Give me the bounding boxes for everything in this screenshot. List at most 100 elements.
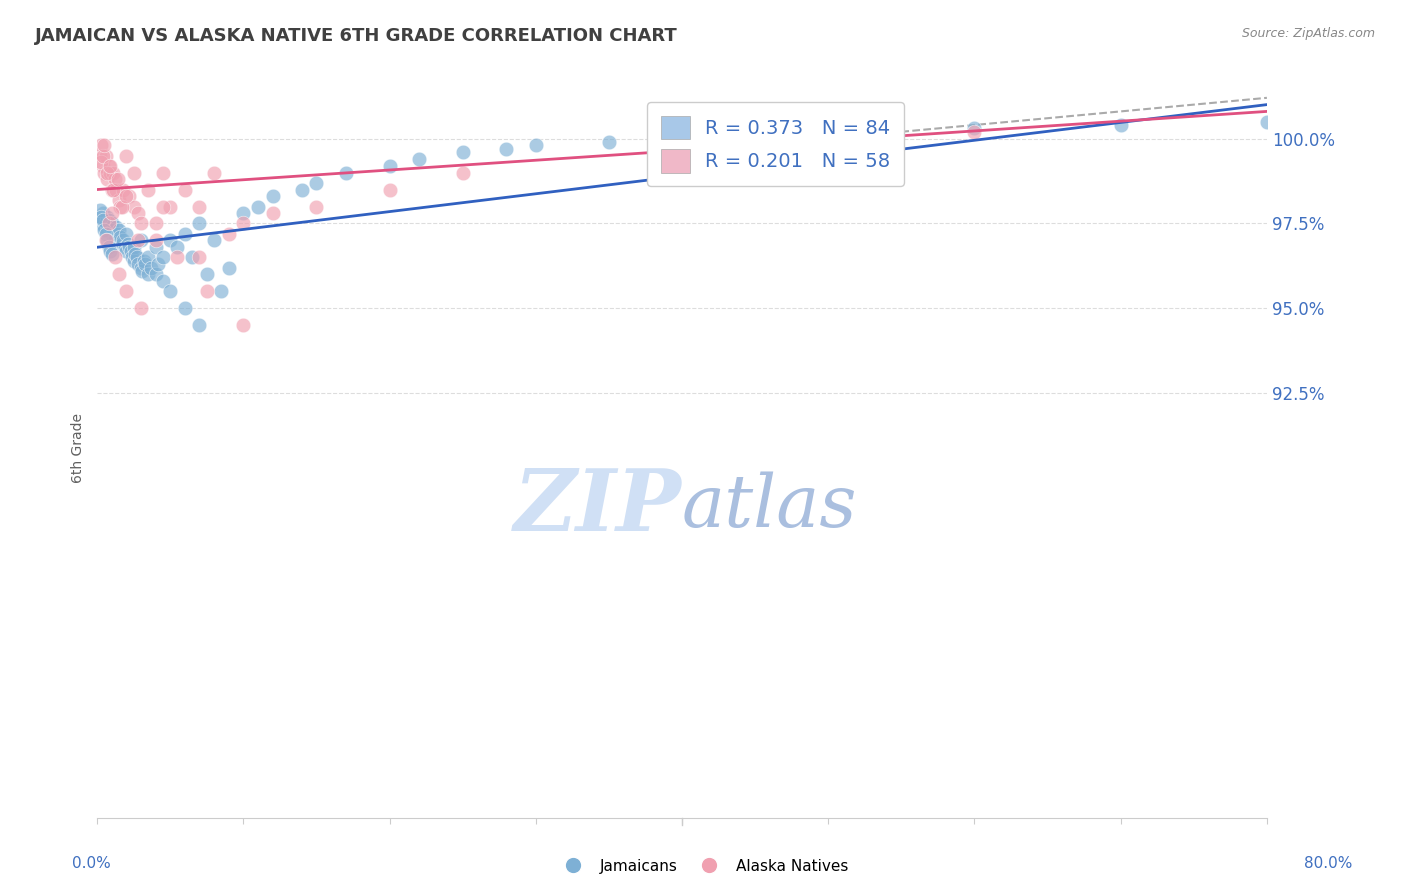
Point	[100, 182, 122, 196]
Point	[136, 182, 159, 196]
Point	[108, 223, 131, 237]
Point	[152, 165, 174, 179]
Point	[124, 247, 146, 261]
Point	[97, 217, 120, 231]
Point	[202, 234, 225, 248]
Point	[105, 182, 128, 196]
Point	[188, 217, 211, 231]
Point	[598, 135, 620, 149]
Point	[305, 176, 328, 190]
Point	[145, 240, 167, 254]
Point	[94, 217, 117, 231]
Point	[90, 155, 112, 169]
Point	[112, 234, 135, 248]
Point	[963, 125, 986, 139]
Point	[93, 138, 115, 153]
Point	[100, 247, 122, 261]
Point	[105, 219, 128, 234]
Point	[524, 138, 547, 153]
Point	[94, 227, 117, 241]
Point	[127, 257, 149, 271]
Point	[408, 152, 430, 166]
Text: JAMAICAN VS ALASKA NATIVE 6TH GRADE CORRELATION CHART: JAMAICAN VS ALASKA NATIVE 6TH GRADE CORR…	[35, 27, 678, 45]
Point	[101, 165, 124, 179]
Point	[152, 251, 174, 265]
Point	[98, 219, 121, 234]
Point	[91, 213, 114, 227]
Text: atlas: atlas	[682, 472, 858, 542]
Point	[145, 234, 167, 248]
Point	[744, 128, 766, 143]
Point	[121, 251, 143, 265]
Point	[166, 240, 188, 254]
Point	[145, 268, 167, 282]
Point	[100, 217, 122, 231]
Point	[100, 206, 122, 220]
Point	[335, 165, 357, 179]
Point	[173, 227, 195, 241]
Point	[232, 217, 254, 231]
Point	[122, 240, 145, 254]
Point	[148, 257, 170, 271]
Point	[209, 285, 232, 299]
Point	[93, 213, 115, 227]
Point	[132, 253, 155, 268]
Legend: Jamaicans, Alaska Natives: Jamaicans, Alaska Natives	[551, 853, 855, 880]
Point	[93, 223, 115, 237]
Point	[122, 253, 145, 268]
Point	[90, 217, 112, 231]
Point	[188, 251, 211, 265]
Point	[91, 159, 114, 173]
Point	[129, 234, 152, 248]
Text: 0.0%: 0.0%	[72, 856, 111, 871]
Point	[817, 125, 839, 139]
Point	[134, 257, 156, 271]
Point	[159, 234, 181, 248]
Point	[166, 251, 188, 265]
Point	[262, 206, 284, 220]
Point	[1256, 114, 1278, 128]
Point	[96, 165, 118, 179]
Point	[122, 200, 145, 214]
Point	[131, 264, 153, 278]
Point	[107, 227, 129, 241]
Point	[96, 234, 118, 248]
Point	[111, 200, 134, 214]
Point	[104, 172, 127, 186]
Point	[136, 251, 159, 265]
Point	[262, 189, 284, 203]
Point	[129, 301, 152, 316]
Point	[108, 193, 131, 207]
Point	[120, 244, 142, 258]
Point	[188, 200, 211, 214]
Point	[305, 200, 328, 214]
Point	[495, 142, 517, 156]
Point	[141, 260, 163, 275]
Point	[97, 240, 120, 254]
Point	[127, 234, 149, 248]
Point	[97, 159, 120, 173]
Point	[671, 131, 693, 145]
Point	[378, 182, 401, 196]
Point	[115, 244, 138, 258]
Point	[451, 165, 474, 179]
Point	[152, 200, 174, 214]
Point	[100, 227, 122, 241]
Point	[129, 260, 152, 275]
Point	[451, 145, 474, 160]
Point	[98, 165, 121, 179]
Point	[104, 230, 127, 244]
Point	[89, 148, 111, 162]
Point	[90, 210, 112, 224]
Point	[96, 172, 118, 186]
Point	[159, 285, 181, 299]
Point	[152, 274, 174, 288]
Point	[118, 189, 141, 203]
Point	[291, 182, 314, 196]
Legend: R = 0.373   N = 84, R = 0.201   N = 58: R = 0.373 N = 84, R = 0.201 N = 58	[647, 102, 904, 186]
Point	[232, 318, 254, 333]
Text: Source: ZipAtlas.com: Source: ZipAtlas.com	[1241, 27, 1375, 40]
Point	[115, 148, 138, 162]
Point	[97, 213, 120, 227]
Point	[129, 217, 152, 231]
